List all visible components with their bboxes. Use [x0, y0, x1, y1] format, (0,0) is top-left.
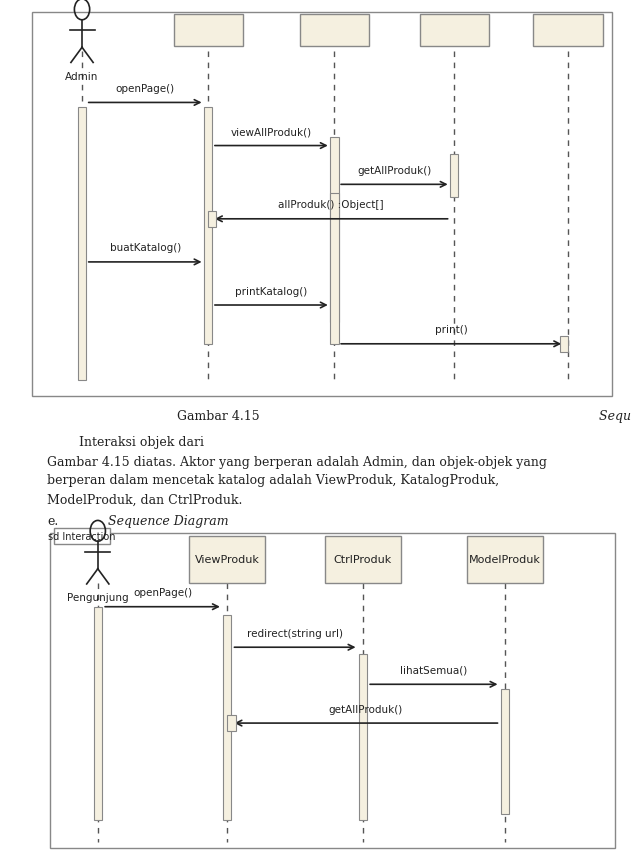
Text: buatKatalog(): buatKatalog() — [110, 243, 180, 253]
Bar — [467, 536, 543, 584]
Text: printKatalog(): printKatalog() — [235, 286, 307, 296]
Bar — [227, 715, 236, 731]
Text: getAllProduk(): getAllProduk() — [357, 165, 432, 176]
Text: SURABAYA: SURABAYA — [271, 628, 435, 655]
Text: Admin: Admin — [66, 71, 98, 82]
Bar — [420, 15, 489, 47]
Bar — [325, 536, 401, 584]
Bar — [93, 607, 102, 820]
Text: ModelProduk: ModelProduk — [469, 554, 541, 565]
Text: sd Interaction: sd Interaction — [49, 531, 115, 542]
Bar — [204, 108, 212, 344]
Bar — [560, 337, 569, 352]
Bar — [50, 534, 615, 848]
Text: openPage(): openPage() — [115, 84, 175, 94]
Text: ViewProduk: ViewProduk — [195, 554, 259, 565]
Text: e.: e. — [47, 514, 59, 528]
Bar — [208, 212, 216, 227]
Text: Gambar 4.15: Gambar 4.15 — [177, 409, 263, 423]
Bar — [501, 689, 509, 814]
Bar — [32, 13, 612, 396]
Text: CtrlProduk: CtrlProduk — [334, 554, 392, 565]
Text: Sequence Diagram: Sequence Diagram — [599, 409, 631, 423]
Bar — [300, 15, 369, 47]
Text: Sequence Diagram: Sequence Diagram — [76, 514, 228, 528]
Text: allProduk() :Object[]: allProduk() :Object[] — [278, 200, 384, 210]
Text: getAllProduk(): getAllProduk() — [329, 703, 403, 714]
Text: print(): print() — [435, 325, 468, 335]
Bar — [533, 15, 603, 47]
Text: openPage(): openPage() — [133, 587, 192, 598]
Text: berperan dalam mencetak katalog adalah ViewProduk, KatalogProduk,: berperan dalam mencetak katalog adalah V… — [47, 474, 500, 487]
Bar — [331, 138, 339, 323]
Text: ModelProduk, dan CtrlProduk.: ModelProduk, dan CtrlProduk. — [47, 492, 243, 506]
Bar — [78, 108, 86, 381]
Text: redirect(string url): redirect(string url) — [247, 628, 343, 638]
Bar — [331, 194, 339, 344]
Text: lihatSemua(): lihatSemua() — [400, 665, 468, 675]
Bar — [451, 155, 458, 198]
Text: Gambar 4.15 diatas. Aktor yang berperan adalah Admin, dan objek-objek yang: Gambar 4.15 diatas. Aktor yang berperan … — [47, 455, 547, 468]
Text: Pengunjung: Pengunjung — [67, 592, 129, 603]
Bar — [358, 654, 367, 820]
Text: viewAllProduk(): viewAllProduk() — [231, 127, 312, 137]
Text: Interaksi objek dari: Interaksi objek dari — [47, 435, 208, 449]
Bar — [189, 536, 265, 584]
Bar — [223, 616, 231, 820]
Bar — [54, 529, 110, 544]
Bar — [174, 15, 243, 47]
